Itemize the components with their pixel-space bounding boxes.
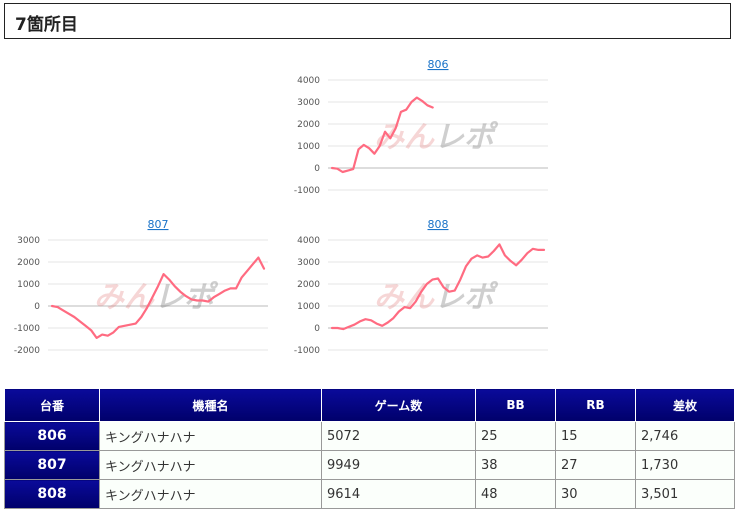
chart-806: 806 4000 3000 2000 1000 0 -1000 みんレポ [286, 54, 548, 214]
y-tick-label: 3000 [297, 98, 320, 108]
machine-number[interactable]: 808 [4, 479, 100, 509]
machine-name: キングハナハナ [99, 450, 322, 480]
coin-diff: 3,501 [635, 479, 735, 509]
y-tick-label: 2000 [297, 120, 320, 130]
col-header-number[interactable]: 台番 [4, 388, 100, 422]
y-tick-label: -2000 [14, 346, 40, 356]
watermark-logo: みんレポ [374, 280, 499, 315]
y-tick-label: 3000 [297, 258, 320, 268]
chart-title-link[interactable]: 808 [428, 218, 449, 231]
machine-name: キングハナハナ [99, 479, 322, 509]
game-count: 9949 [321, 450, 476, 480]
series-line [330, 96, 434, 174]
chart-807: 807 3000 2000 1000 0 -1000 -2000 みんレポ [6, 214, 268, 374]
chart-title-link[interactable]: 807 [148, 218, 169, 231]
y-tick-label: 0 [314, 324, 320, 334]
table-header-row: 台番 機種名 ゲーム数 BB RB 差枚 [4, 388, 735, 422]
watermark-part1: みん [374, 120, 435, 155]
watermark-part1: みん [94, 280, 155, 315]
watermark-logo: みんレポ [94, 280, 219, 315]
y-tick-label: 4000 [297, 236, 320, 246]
chart-title-link[interactable]: 806 [428, 58, 449, 71]
y-tick-label: 0 [34, 302, 40, 312]
rb-count: 27 [555, 450, 636, 480]
col-header-diff[interactable]: 差枚 [635, 388, 735, 422]
bb-count: 48 [475, 479, 556, 509]
y-tick-label: -1000 [294, 346, 320, 356]
y-tick-label: 1000 [17, 280, 40, 290]
game-count: 9614 [321, 479, 476, 509]
table-row[interactable]: 808 キングハナハナ 9614 48 30 3,501 [4, 479, 735, 509]
y-tick-label: 2000 [17, 258, 40, 268]
machine-name: キングハナハナ [99, 421, 322, 451]
watermark-logo: みんレポ [374, 120, 499, 155]
y-tick-label: -1000 [294, 186, 320, 196]
coin-diff: 1,730 [635, 450, 735, 480]
y-tick-label: 1000 [297, 142, 320, 152]
section-title: 7箇所目 [15, 15, 78, 35]
col-header-bb[interactable]: BB [475, 388, 556, 422]
y-tick-label: 0 [314, 164, 320, 174]
chart-svg: 806 4000 3000 2000 1000 0 -1000 みんレポ [294, 58, 548, 196]
table-row[interactable]: 806 キングハナハナ 5072 25 15 2,746 [4, 421, 735, 451]
col-header-rb[interactable]: RB [555, 388, 636, 422]
y-tick-label: -1000 [14, 324, 40, 334]
y-tick-label: 4000 [297, 76, 320, 86]
series-line [50, 256, 266, 340]
chart-808: 808 4000 3000 2000 1000 0 -1000 みんレポ [286, 214, 548, 374]
y-tick-label: 2000 [297, 280, 320, 290]
table-row[interactable]: 807 キングハナハナ 9949 38 27 1,730 [4, 450, 735, 480]
machine-number[interactable]: 806 [4, 421, 100, 451]
series-line [330, 243, 546, 331]
section-heading: 7箇所目 [4, 3, 731, 39]
rb-count: 15 [555, 421, 636, 451]
rb-count: 30 [555, 479, 636, 509]
watermark-part2: レポ [434, 120, 499, 155]
y-tick-label: 1000 [297, 302, 320, 312]
bb-count: 38 [475, 450, 556, 480]
y-tick-label: 3000 [17, 236, 40, 246]
watermark-part2: レポ [434, 280, 499, 315]
col-header-games[interactable]: ゲーム数 [321, 388, 476, 422]
machine-table: 台番 機種名 ゲーム数 BB RB 差枚 806 キングハナハナ 5072 25… [4, 388, 735, 509]
bb-count: 25 [475, 421, 556, 451]
machine-number[interactable]: 807 [4, 450, 100, 480]
col-header-machine[interactable]: 機種名 [99, 388, 322, 422]
game-count: 5072 [321, 421, 476, 451]
chart-svg: 808 4000 3000 2000 1000 0 -1000 みんレポ [294, 218, 548, 356]
coin-diff: 2,746 [635, 421, 735, 451]
chart-svg: 807 3000 2000 1000 0 -1000 -2000 みんレポ [14, 218, 268, 356]
